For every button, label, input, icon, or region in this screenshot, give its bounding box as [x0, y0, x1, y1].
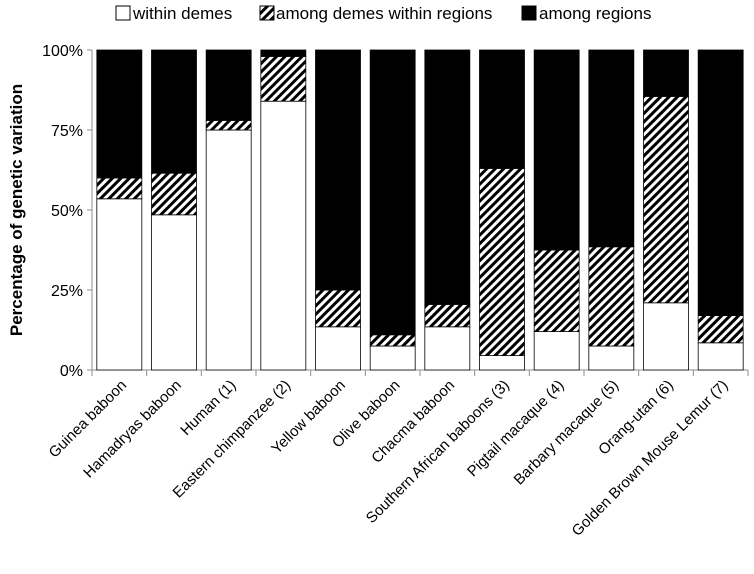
y-axis-label: Percentage of genetic variation: [7, 84, 26, 336]
x-tick-label: Hamadryas baboon: [80, 377, 185, 482]
bar-segment-among-demes-within-regions: [151, 172, 197, 216]
bar-segment-within-demes: [96, 198, 143, 371]
legend-swatch-among-demes-within-regions: [259, 5, 275, 21]
bar-segment-within-demes: [369, 345, 416, 371]
bar-segment-among-regions: [96, 49, 143, 179]
y-tick-label: 0%: [60, 363, 83, 380]
bar-segment-within-demes: [643, 302, 689, 371]
legend-swatch-within-demes: [115, 5, 131, 21]
bar-segment-within-demes: [315, 326, 361, 371]
legend-label-within-demes: within demes: [132, 4, 232, 23]
bar-segment-among-demes-within-regions: [205, 120, 252, 131]
bar-segment-within-demes: [588, 345, 635, 371]
y-tick-label: 100%: [42, 43, 83, 60]
bar-segment-among-regions: [260, 49, 307, 57]
bar-segment-among-regions: [369, 49, 416, 336]
legend-label-among-regions: among regions: [539, 4, 651, 23]
legend-label-among-demes-within-regions: among demes within regions: [276, 4, 492, 23]
bar-segment-among-regions: [315, 49, 361, 291]
bar-segment-among-demes-within-regions: [697, 315, 744, 344]
bar-segment-within-demes: [151, 214, 197, 371]
bar-segment-among-demes-within-regions: [96, 177, 143, 200]
y-tick-label: 25%: [51, 283, 83, 300]
bar-segment-within-demes: [697, 342, 744, 371]
bar-segment-among-demes-within-regions: [260, 56, 307, 102]
bar-segment-among-regions: [151, 49, 197, 174]
bar-segment-among-demes-within-regions: [315, 289, 361, 328]
bar-segment-within-demes: [424, 326, 471, 371]
y-tick-label: 50%: [51, 203, 83, 220]
bar-segment-within-demes: [260, 100, 307, 371]
bar-segment-among-regions: [643, 49, 689, 97]
y-tick-label: 75%: [51, 123, 83, 140]
bar-segment-among-regions: [697, 49, 744, 317]
bar-segment-within-demes: [205, 129, 252, 371]
bar-segment-among-regions: [588, 49, 635, 248]
bar-segment-among-demes-within-regions: [643, 96, 689, 304]
x-tick-label: Barbary macaque (5): [511, 377, 623, 489]
bar-segment-among-regions: [424, 49, 471, 305]
y-ticks: 0% 25% 50% 75% 100%: [42, 43, 92, 380]
bar-segment-among-demes-within-regions: [369, 334, 416, 347]
bar-segment-among-regions: [479, 49, 525, 169]
bar-segment-among-demes-within-regions: [479, 167, 525, 356]
bar-segment-among-demes-within-regions: [533, 249, 580, 332]
bar-segment-among-demes-within-regions: [588, 246, 635, 347]
x-tick-label: Pigtail macaque (4): [464, 377, 567, 480]
x-ticks: [91, 370, 749, 376]
bar-segment-within-demes: [479, 355, 525, 371]
bar-segment-among-demes-within-regions: [424, 303, 471, 328]
bar-segment-within-demes: [533, 331, 580, 371]
bar-segment-among-regions: [533, 49, 580, 251]
legend: within demes among demes within regions …: [115, 4, 651, 23]
legend-swatch-among-regions: [521, 5, 537, 21]
bar-segment-among-regions: [205, 49, 252, 121]
bars: [96, 49, 744, 371]
